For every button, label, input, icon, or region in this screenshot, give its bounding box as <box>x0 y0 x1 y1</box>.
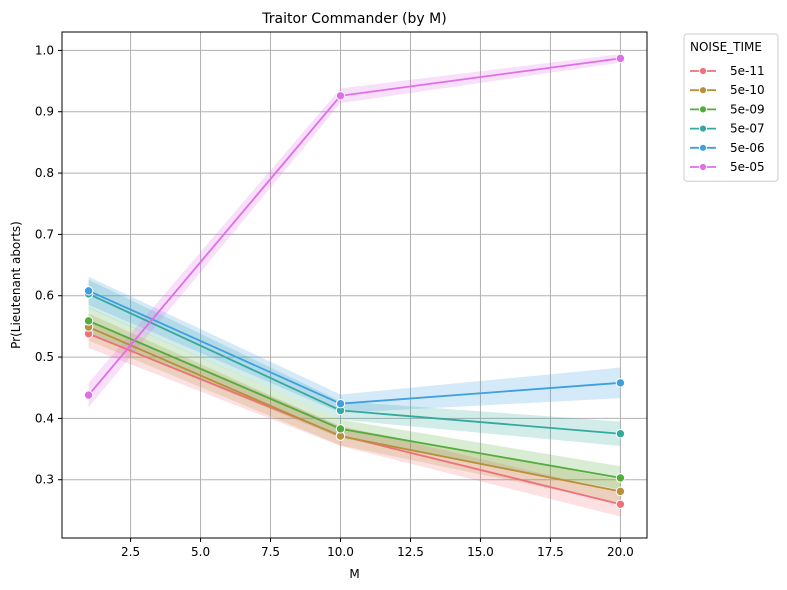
y-tick-label: 0.6 <box>35 289 54 303</box>
data-point <box>615 429 626 439</box>
legend-title: NOISE_TIME <box>690 40 762 54</box>
legend-marker <box>698 105 708 114</box>
legend-marker <box>698 143 708 152</box>
y-tick-label: 0.8 <box>35 166 54 180</box>
x-tick-label: 20.0 <box>607 545 634 559</box>
x-tick-label: 7.5 <box>261 545 280 559</box>
confidence-band <box>88 320 621 517</box>
series-points <box>83 53 626 509</box>
data-point <box>335 398 346 409</box>
x-tick-label: 15.0 <box>467 545 494 559</box>
confidence-band <box>88 313 621 504</box>
legend-marker <box>698 124 708 133</box>
plot-frame <box>61 31 648 539</box>
legend-label: 5e-09 <box>730 102 765 116</box>
data-point <box>615 486 626 497</box>
legend-marker <box>698 162 708 172</box>
legend-label: 5e-05 <box>730 160 765 174</box>
data-point <box>615 53 626 64</box>
legend-label: 5e-06 <box>730 141 765 155</box>
y-tick-label: 0.4 <box>35 411 54 425</box>
data-point <box>335 424 346 434</box>
legend: NOISE_TIME 5e-11 5e-10 5e-09 5e-07 5e-06 5e-0… <box>683 33 779 182</box>
y-tick-label: 0.3 <box>35 473 54 487</box>
y-tick-label: 0.7 <box>35 227 54 241</box>
y-axis-label: Pr(Lieutenant aborts) <box>9 221 23 349</box>
data-point <box>83 316 94 326</box>
data-point <box>615 499 626 509</box>
y-axis-ticks: 0.3 0.4 0.5 0.6 0.7 0.8 0.9 1.0 <box>35 43 62 487</box>
y-tick-label: 0.5 <box>35 350 54 364</box>
x-tick-label: 5.0 <box>191 545 210 559</box>
data-point <box>83 286 94 296</box>
confidence-band <box>88 276 621 413</box>
chart-title: Traitor Commander (by M) <box>261 11 446 27</box>
legend-marker <box>698 66 708 76</box>
data-point <box>615 378 626 388</box>
legend-label: 5e-07 <box>730 122 765 136</box>
confidence-band <box>88 307 621 490</box>
grid <box>62 32 647 538</box>
legend-items: 5e-11 5e-10 5e-09 5e-07 5e-06 5e-05 <box>690 64 765 174</box>
y-tick-label: 1.0 <box>35 43 54 57</box>
data-point <box>615 473 626 483</box>
legend-label: 5e-11 <box>730 64 765 78</box>
data-point <box>83 390 94 400</box>
legend-label: 5e-10 <box>730 83 765 97</box>
x-tick-label: 12.5 <box>397 545 424 559</box>
y-tick-label: 0.9 <box>35 105 54 119</box>
x-axis-ticks: 2.5 5.0 7.5 10.0 12.5 15.0 17.5 20.0 <box>121 538 634 559</box>
x-tick-label: 2.5 <box>121 545 140 559</box>
legend-marker <box>698 86 708 95</box>
x-tick-label: 17.5 <box>537 545 564 559</box>
x-axis-label: M <box>349 567 359 581</box>
x-tick-label: 10.0 <box>327 545 354 559</box>
data-point <box>335 91 346 101</box>
